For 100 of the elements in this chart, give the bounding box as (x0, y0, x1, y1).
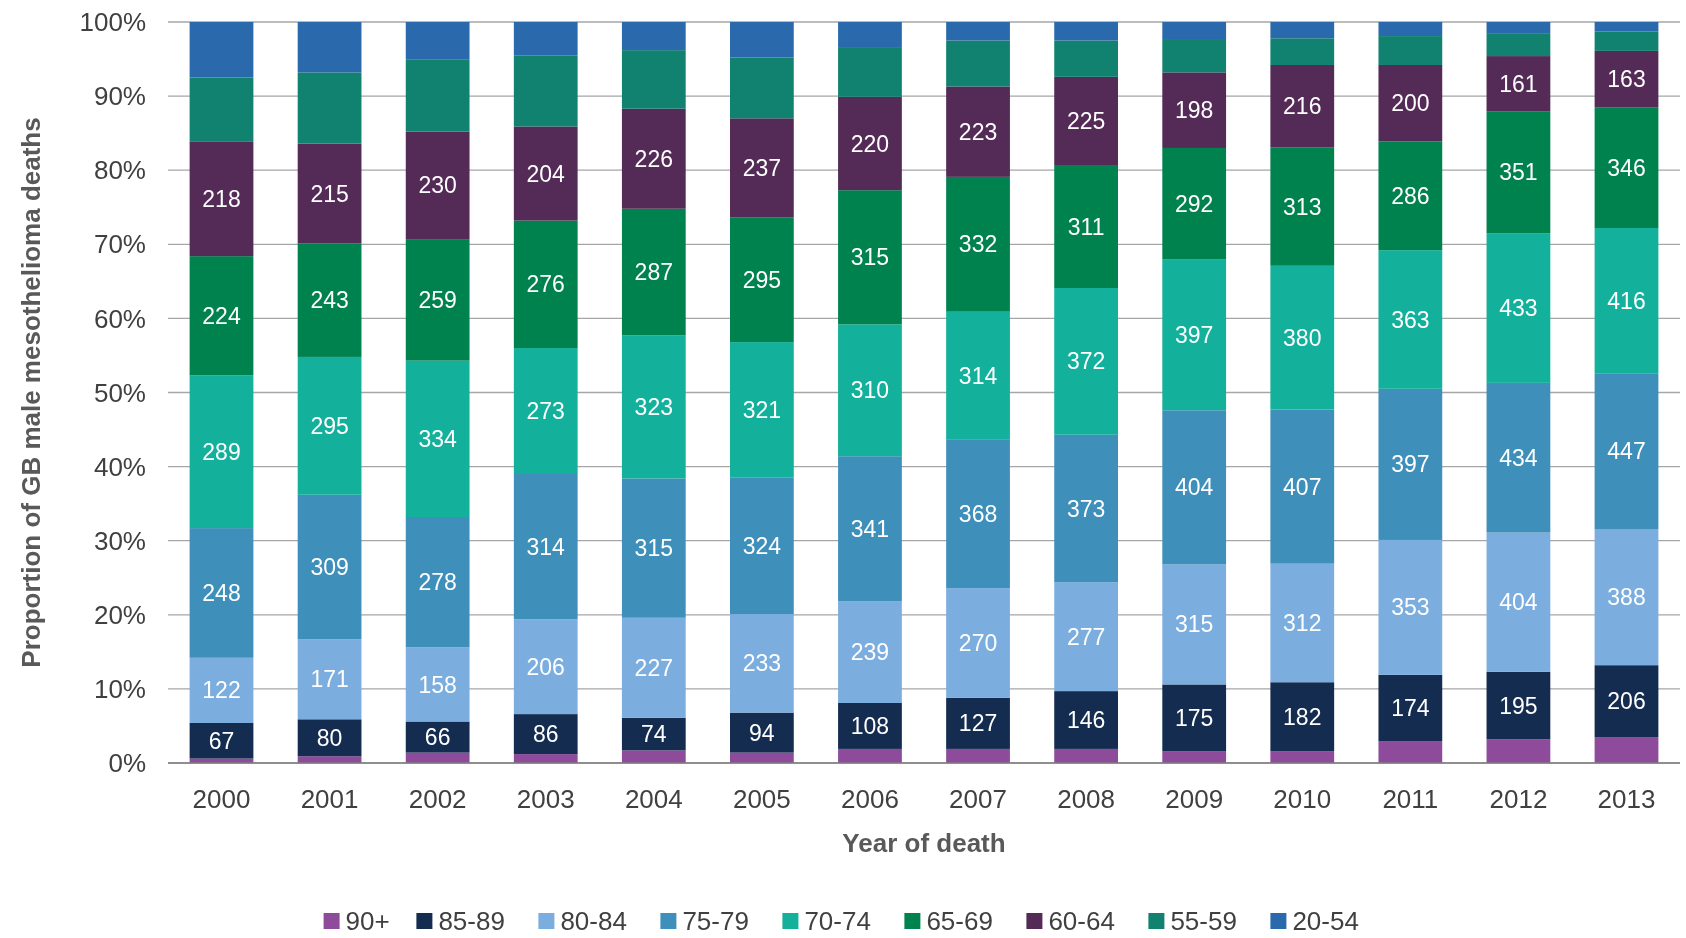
bar (1486, 111, 1551, 234)
annotation: 161 (1499, 70, 1538, 97)
bar (1162, 22, 1227, 40)
annotation: 200 (1391, 90, 1430, 117)
x-tick-label: 2011 (1382, 784, 1439, 814)
bar (1594, 31, 1659, 51)
annotation: 334 (418, 425, 458, 452)
bar (730, 118, 794, 218)
annotation: 174 (1391, 695, 1430, 722)
bar (189, 375, 254, 529)
annotation: 230 (418, 172, 457, 199)
legend-label: 85-89 (438, 906, 505, 936)
bar (838, 47, 902, 97)
bar (1162, 684, 1227, 752)
annotation: 206 (526, 653, 565, 680)
bar (1162, 410, 1227, 565)
x-tick-label: 2002 (408, 784, 467, 814)
annotation: 447 (1607, 438, 1646, 465)
annotation: 368 (958, 500, 998, 527)
bar (838, 324, 902, 457)
annotation: 215 (310, 180, 349, 207)
bar (405, 647, 470, 722)
annotation: 218 (202, 185, 241, 212)
bar (1378, 388, 1443, 540)
annotation: 226 (634, 145, 673, 172)
annotation: 243 (310, 287, 349, 314)
bar (838, 748, 902, 763)
y-tick-label: 20% (93, 599, 146, 630)
bar (838, 22, 902, 48)
bar (513, 474, 578, 620)
y-tick-label: 80% (93, 155, 146, 186)
bar (513, 619, 578, 715)
x-axis-title: Year of death (842, 828, 1006, 858)
bar (1378, 539, 1443, 675)
bar (1378, 741, 1443, 763)
annotation: 223 (958, 118, 998, 145)
bar (1486, 22, 1551, 34)
bar (405, 22, 470, 60)
x-tick-label: 2013 (1597, 784, 1656, 814)
bar (513, 55, 578, 127)
annotation: 80 (316, 724, 343, 751)
annotation: 67 (208, 727, 235, 754)
bar (1270, 64, 1335, 148)
x-tick-label: 2010 (1273, 784, 1332, 814)
bar (1054, 40, 1118, 77)
annotation: 397 (1391, 451, 1430, 478)
annotation: 175 (1175, 704, 1214, 731)
bar (297, 22, 362, 73)
annotation: 321 (742, 396, 782, 423)
annotation: 397 (1175, 321, 1214, 348)
annotation: 248 (202, 579, 241, 606)
bar (730, 712, 794, 753)
bar (621, 335, 686, 479)
bar (1270, 147, 1335, 266)
annotation: 204 (526, 160, 566, 187)
bar (189, 657, 254, 723)
bar (1270, 751, 1335, 763)
annotation: 276 (526, 271, 565, 298)
annotation: 292 (1175, 190, 1214, 217)
bar (1270, 682, 1335, 752)
bar (189, 22, 254, 78)
bar (621, 617, 686, 718)
annotation: 289 (202, 438, 241, 465)
bar (1270, 22, 1335, 39)
legend-label: 75-79 (682, 906, 749, 936)
annotation: 278 (418, 569, 457, 596)
annotation: 310 (850, 377, 890, 404)
bar (1594, 373, 1659, 530)
bar (1486, 56, 1551, 112)
bar (1378, 22, 1443, 37)
annotation: 66 (424, 724, 451, 751)
annotation: 314 (526, 533, 566, 560)
bar (189, 256, 254, 376)
annotation: 233 (742, 650, 782, 677)
bar (297, 143, 362, 244)
bar (1162, 39, 1227, 73)
bar (189, 528, 254, 658)
y-tick-label: 30% (93, 525, 146, 556)
annotation: 388 (1607, 584, 1646, 611)
y-tick-label: 70% (93, 229, 146, 260)
legend-label: 65-69 (926, 906, 993, 936)
annotation: 239 (850, 639, 890, 666)
bar (1486, 739, 1551, 763)
annotation: 404 (1499, 589, 1538, 616)
annotation: 363 (1391, 306, 1430, 333)
bar (621, 478, 686, 618)
annotation: 332 (958, 231, 998, 258)
legend-label: 70-74 (804, 906, 871, 936)
annotation: 182 (1283, 703, 1322, 730)
legend-label: 20-54 (1292, 906, 1359, 936)
annotation: 163 (1607, 66, 1646, 93)
x-tick-label: 2003 (516, 784, 575, 814)
annotation: 259 (418, 286, 457, 313)
bar (621, 208, 686, 336)
annotation: 94 (749, 719, 775, 746)
annotation: 373 (1066, 495, 1106, 522)
bar (513, 22, 578, 56)
y-axis-title: Proportion of GB male mesothelioma deaths (16, 117, 46, 668)
bar (1486, 532, 1551, 672)
annotation: 273 (526, 398, 565, 425)
